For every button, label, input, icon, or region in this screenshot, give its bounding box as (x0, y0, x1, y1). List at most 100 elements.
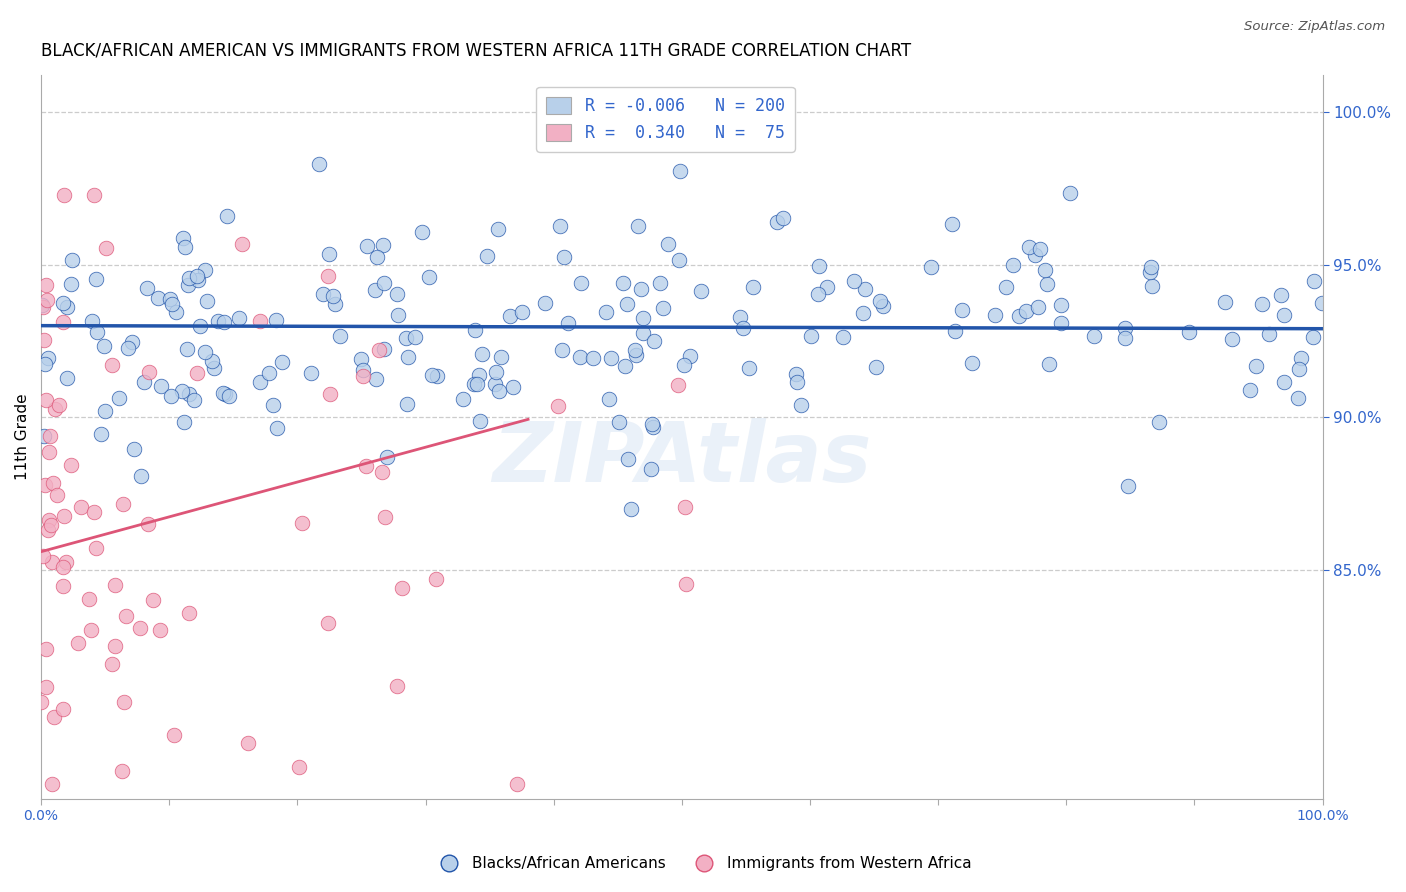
Point (319, 387, 342, 401)
Point (129, 621, 152, 635)
Point (214, 386, 236, 401)
Point (373, 277, 395, 291)
Point (465, 377, 488, 392)
Point (52, 296, 75, 310)
Point (299, 367, 322, 381)
Point (31, 301, 53, 315)
Point (425, 572, 447, 586)
Point (53, 509, 76, 524)
Point (657, 236, 679, 251)
Point (1036, 277, 1059, 291)
Point (177, 277, 200, 292)
Point (55, 556, 77, 570)
Point (643, 420, 665, 434)
Point (159, 293, 181, 307)
Point (607, 415, 630, 429)
Point (600, 351, 623, 366)
Point (177, 387, 200, 401)
Point (160, 388, 183, 402)
Point (41, 518, 63, 533)
Point (872, 299, 894, 313)
Point (34, 478, 56, 492)
Point (35, 681, 58, 695)
Point (80, 314, 103, 328)
Point (374, 510, 396, 524)
Point (595, 305, 617, 319)
Point (41, 555, 63, 569)
Point (228, 311, 250, 326)
Point (627, 219, 650, 234)
Point (163, 727, 186, 741)
Point (941, 217, 963, 231)
Point (471, 347, 494, 361)
Point (391, 581, 413, 595)
Point (1310, 295, 1333, 310)
Point (271, 355, 294, 369)
Point (308, 156, 330, 170)
Point (368, 343, 391, 357)
Point (67, 635, 90, 649)
Point (207, 313, 229, 327)
Point (733, 321, 755, 335)
Point (217, 209, 239, 223)
Legend: Blacks/African Americans, Immigrants from Western Africa: Blacks/African Americans, Immigrants fro… (427, 850, 979, 877)
Point (211, 386, 233, 401)
Text: Source: ZipAtlas.com: Source: ZipAtlas.com (1244, 20, 1385, 33)
Point (673, 500, 696, 514)
Point (666, 378, 689, 392)
Point (387, 308, 409, 322)
Point (1244, 359, 1267, 373)
Point (1270, 288, 1292, 302)
Point (291, 516, 314, 530)
Point (59, 458, 82, 473)
Point (150, 379, 173, 393)
Point (121, 335, 143, 350)
Point (249, 375, 271, 389)
Point (1302, 329, 1324, 343)
Y-axis label: 11th Grade: 11th Grade (15, 394, 30, 481)
Text: ZIPAtlas: ZIPAtlas (492, 418, 872, 500)
Point (114, 609, 136, 624)
Point (201, 354, 224, 368)
Point (231, 237, 253, 252)
Point (52, 579, 75, 593)
Point (176, 342, 198, 356)
Point (1024, 248, 1046, 262)
Point (1288, 391, 1310, 405)
Point (765, 215, 787, 229)
Point (136, 517, 159, 532)
Point (920, 260, 942, 274)
Point (620, 502, 643, 516)
Point (1251, 297, 1274, 311)
Point (212, 314, 235, 328)
Point (869, 294, 891, 309)
Point (641, 417, 664, 431)
Point (617, 452, 640, 467)
Point (1028, 242, 1050, 256)
Point (38, 513, 60, 527)
Point (772, 211, 794, 225)
Point (855, 282, 877, 296)
Point (323, 297, 346, 311)
Point (675, 576, 697, 591)
Point (1215, 294, 1237, 309)
Point (104, 578, 127, 592)
Point (1239, 384, 1261, 398)
Point (32, 429, 55, 443)
Point (1002, 258, 1025, 272)
Point (42, 710, 65, 724)
Point (1116, 479, 1139, 493)
Point (94, 404, 117, 418)
Point (1038, 358, 1060, 372)
Point (418, 269, 440, 284)
Point (385, 287, 408, 301)
Point (322, 289, 344, 303)
Point (165, 305, 187, 319)
Point (170, 384, 193, 398)
Text: BLACK/AFRICAN AMERICAN VS IMMIGRANTS FROM WESTERN AFRICA 11TH GRADE CORRELATION : BLACK/AFRICAN AMERICAN VS IMMIGRANTS FRO… (41, 42, 911, 60)
Point (486, 222, 509, 236)
Point (669, 164, 692, 178)
Point (395, 397, 418, 411)
Point (353, 369, 375, 384)
Point (1272, 376, 1295, 390)
